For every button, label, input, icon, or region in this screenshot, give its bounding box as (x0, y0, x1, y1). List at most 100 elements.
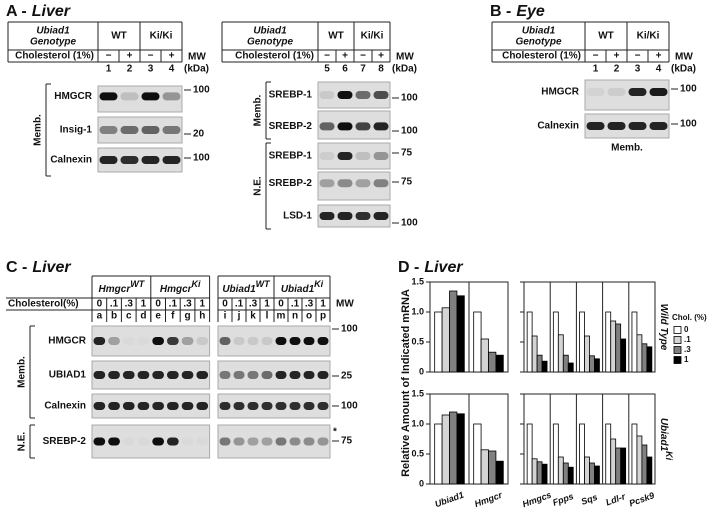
band (138, 438, 150, 446)
gene: Hmgcr (160, 284, 193, 295)
protein-label: SREBP-1 (269, 90, 313, 101)
band (373, 212, 389, 220)
bar (605, 311, 612, 373)
bar (557, 456, 564, 485)
band (289, 371, 301, 379)
blot (317, 142, 391, 170)
band (123, 438, 135, 446)
subplot-label: Wild Type (658, 304, 669, 351)
lane-number: 6 (342, 64, 348, 75)
band (247, 437, 259, 446)
band (162, 92, 181, 101)
legend-swatch (673, 336, 682, 344)
fraction-label: Memb. (253, 94, 264, 126)
band (289, 402, 301, 410)
bar (610, 438, 617, 485)
bar (434, 311, 443, 373)
bar (441, 414, 450, 485)
protein-label: SREBP-2 (269, 121, 313, 132)
fraction-label: Memb. (611, 143, 643, 154)
band (319, 212, 335, 220)
band (196, 337, 209, 345)
legend-title: Chol. (%) (672, 313, 707, 322)
band (152, 337, 164, 345)
superscript: WT (130, 279, 145, 289)
bar (567, 466, 574, 485)
band (337, 179, 353, 188)
band (319, 152, 335, 160)
band (138, 337, 150, 345)
band (275, 437, 287, 446)
y-tick-label: 0 (419, 478, 424, 488)
band (355, 122, 371, 131)
treatment-sign: − (324, 51, 330, 62)
group-label: WT (598, 31, 614, 42)
lane-number: 4 (169, 64, 175, 75)
panel-title: B - Eye (490, 3, 545, 20)
protein-label: Calnexin (50, 155, 92, 166)
kda-header: (kDa) (392, 64, 417, 75)
band (162, 126, 181, 134)
panel-letter: A - (6, 3, 27, 20)
band (233, 437, 245, 446)
bar (620, 447, 627, 485)
band (261, 402, 273, 410)
bar (646, 456, 653, 485)
bar (449, 290, 458, 373)
y-tick-label: 0.5 (411, 448, 424, 458)
band (93, 402, 106, 410)
mw-label: 75 (401, 177, 413, 188)
band (181, 402, 194, 410)
mw-label: 100 (341, 401, 358, 412)
dose-label: 1 (199, 299, 205, 310)
band (289, 337, 301, 345)
lane-letter: b (111, 311, 117, 322)
protein-label: HMGCR (541, 87, 580, 98)
kda-header: (kDa) (671, 64, 696, 75)
band (319, 122, 335, 131)
group-label: HmgcrWT (99, 279, 146, 294)
band (141, 92, 160, 101)
protein-label: SREBP-2 (269, 178, 313, 189)
group-label: Ubiad1Ki (281, 279, 324, 294)
band (167, 337, 179, 345)
bar (620, 338, 627, 373)
x-tick-label: Pcsk9 (628, 490, 656, 508)
band (93, 337, 106, 345)
band (196, 371, 209, 379)
protein-label: SREBP-1 (269, 151, 313, 162)
treatment-sign: + (342, 51, 348, 62)
band (219, 337, 231, 345)
band (120, 156, 139, 164)
bar (579, 423, 585, 485)
lane-number: 2 (127, 64, 133, 75)
band (355, 212, 371, 220)
mw-label: 100 (193, 85, 210, 96)
panel-title: C - Liver (6, 259, 71, 276)
subplot-label: Ubiad1Ki (658, 418, 673, 461)
genotype-label: Genotype (247, 37, 294, 48)
band (317, 437, 329, 446)
bar (473, 311, 482, 373)
genotype-label: Genotype (515, 37, 562, 48)
band (303, 402, 315, 410)
y-tick-label: 0.5 (411, 336, 424, 346)
y-tick-label: 1.0 (411, 418, 424, 428)
panel-tissue: Liver (32, 259, 71, 276)
x-tick-label: Ldl-r (604, 491, 627, 507)
lane-number: 4 (656, 64, 662, 75)
treatment-sign: − (635, 51, 641, 62)
bar (584, 456, 590, 485)
bar (641, 444, 648, 485)
band (108, 402, 120, 410)
lane-letter: k (250, 311, 256, 322)
panel-tissue: Liver (424, 259, 463, 276)
fraction-label: N.E. (17, 432, 28, 452)
mw-label: 20 (193, 129, 205, 140)
dose-label: .1 (235, 299, 244, 310)
y-tick-label: 1.5 (411, 388, 424, 398)
legend-label: .1 (684, 335, 691, 344)
bar (480, 449, 489, 485)
band (233, 337, 245, 345)
band (99, 92, 118, 101)
